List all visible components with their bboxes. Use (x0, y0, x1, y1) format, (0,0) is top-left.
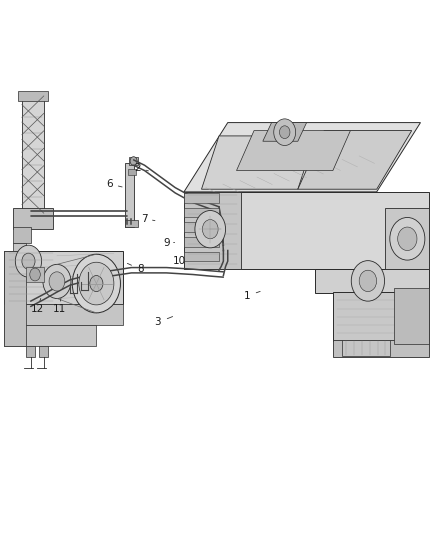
Text: 11: 11 (53, 304, 66, 314)
Polygon shape (385, 208, 429, 269)
Circle shape (274, 119, 296, 146)
Polygon shape (4, 251, 123, 304)
Text: 1: 1 (244, 291, 251, 301)
Polygon shape (184, 222, 219, 232)
Circle shape (30, 268, 40, 281)
Polygon shape (129, 157, 138, 165)
Circle shape (130, 157, 137, 165)
Circle shape (202, 220, 218, 239)
Polygon shape (263, 123, 307, 141)
Text: 9: 9 (163, 238, 170, 247)
Polygon shape (184, 192, 241, 269)
Polygon shape (333, 340, 429, 357)
Polygon shape (184, 123, 420, 192)
Text: 12: 12 (31, 304, 44, 314)
Polygon shape (315, 269, 429, 293)
Circle shape (43, 264, 71, 298)
Polygon shape (39, 346, 48, 357)
Circle shape (22, 253, 35, 269)
Polygon shape (128, 169, 136, 175)
Circle shape (390, 217, 425, 260)
Circle shape (195, 211, 226, 248)
Polygon shape (13, 208, 53, 229)
Polygon shape (4, 251, 26, 346)
Polygon shape (13, 243, 26, 261)
Polygon shape (26, 266, 44, 282)
Text: 10: 10 (173, 256, 186, 266)
Polygon shape (22, 96, 44, 213)
Polygon shape (125, 163, 134, 227)
Polygon shape (184, 207, 219, 217)
Circle shape (351, 261, 385, 301)
Polygon shape (333, 292, 429, 341)
Polygon shape (184, 193, 219, 203)
Polygon shape (342, 340, 390, 356)
Text: 3: 3 (154, 318, 161, 327)
Polygon shape (26, 346, 35, 357)
Polygon shape (237, 131, 350, 171)
Polygon shape (184, 192, 429, 269)
Polygon shape (298, 131, 412, 189)
Polygon shape (4, 325, 96, 346)
Polygon shape (18, 91, 48, 101)
Text: 2: 2 (134, 163, 141, 173)
Polygon shape (201, 136, 315, 189)
Circle shape (279, 126, 290, 139)
Polygon shape (13, 227, 31, 243)
Polygon shape (184, 252, 219, 261)
Text: 8: 8 (137, 264, 144, 274)
Circle shape (15, 245, 42, 277)
Text: 6: 6 (106, 179, 113, 189)
Polygon shape (184, 237, 219, 246)
Polygon shape (4, 304, 123, 325)
Circle shape (359, 270, 377, 292)
Circle shape (79, 262, 114, 305)
Circle shape (398, 227, 417, 251)
Circle shape (72, 254, 120, 313)
Polygon shape (394, 288, 429, 344)
Circle shape (49, 272, 65, 291)
Text: 7: 7 (141, 214, 148, 223)
Circle shape (90, 276, 103, 292)
Polygon shape (125, 220, 138, 227)
